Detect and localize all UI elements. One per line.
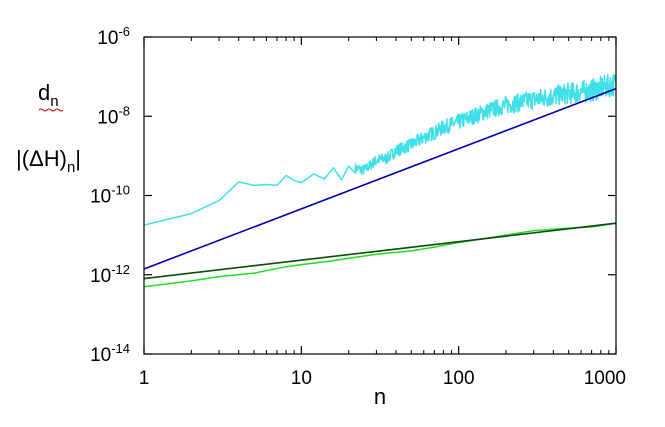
y-tick-label: 10-14 [90, 341, 130, 366]
x-tick-label: 10 [291, 368, 312, 389]
x-tick-label: 1 [139, 368, 150, 389]
series-line-4 [144, 222, 616, 280]
x-tick-label: 100 [443, 368, 475, 389]
y-tick-label: 10-8 [97, 103, 130, 128]
series-line-1 [144, 73, 616, 226]
x-axis-title: n [374, 384, 386, 409]
y-axis-title-delta-h: |(ΔH)n| [16, 146, 81, 176]
series-line-2 [144, 87, 616, 270]
series-line-3 [144, 222, 616, 288]
y-tick-label: 10-12 [90, 262, 130, 287]
y-tick-label: 10-6 [97, 24, 130, 49]
y-tick-label: 10-10 [90, 183, 130, 208]
x-tick-label: 1000 [584, 368, 626, 389]
x-axis: 1 10 100 1000 [139, 37, 626, 389]
y-axis: 10-14 10-12 10-10 10-8 10-6 [90, 24, 616, 366]
plot-frame [143, 36, 617, 355]
spellcheck-underline [38, 108, 64, 112]
y-axis-title-dn: dn [38, 80, 59, 110]
series-layer [144, 73, 616, 288]
